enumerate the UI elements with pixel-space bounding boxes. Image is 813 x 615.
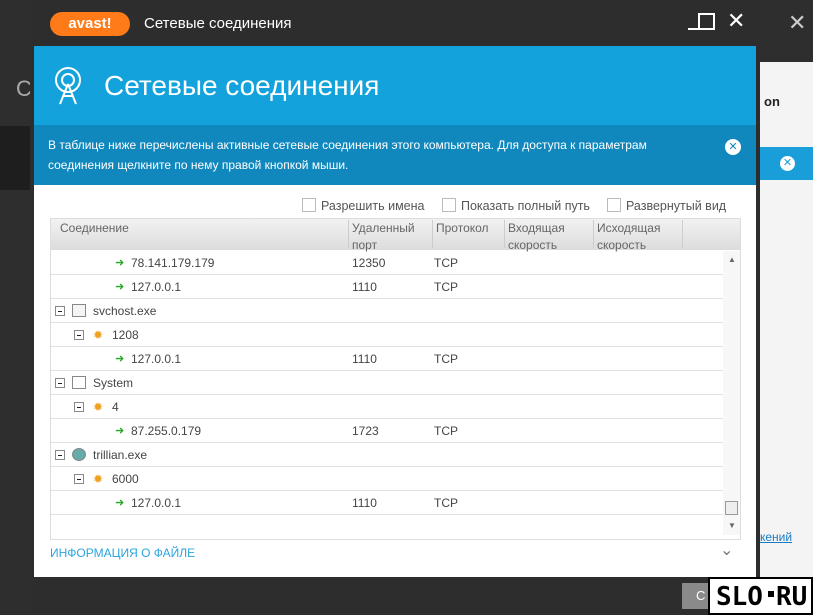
file-info[interactable]: ИНФОРМАЦИЯ О ФАЙЛЕ (50, 546, 196, 560)
info-bar: В таблице ниже перечислены активные сете… (34, 125, 756, 185)
cell: 4 (112, 400, 119, 414)
table-row[interactable]: ✹ 6000 (51, 467, 723, 491)
cell: 1110 (352, 280, 377, 294)
bg-tab: on (764, 94, 780, 109)
cell: trillian.exe (93, 448, 148, 462)
bg-selected (0, 126, 30, 190)
pid-icon: ✹ (93, 400, 104, 414)
cell: TCP (434, 496, 458, 510)
cell: TCP (434, 352, 458, 366)
cell: 1110 (352, 352, 377, 366)
column-separator (348, 220, 349, 248)
table-row[interactable]: ✹ 4 (51, 395, 723, 419)
bg-link[interactable]: кений (760, 530, 793, 544)
column-header: Соединение (60, 221, 129, 235)
arrow-icon: ➜ (115, 353, 125, 365)
expander[interactable] (74, 474, 84, 484)
expander[interactable] (55, 378, 65, 388)
cell: 6000 (112, 472, 139, 486)
cell: 78.141.179.179 (131, 256, 215, 270)
table-row[interactable]: svchost.exe (51, 299, 723, 323)
expander[interactable] (55, 306, 65, 316)
cell: TCP (434, 424, 458, 438)
arrow-icon: ➜ (115, 257, 125, 269)
expander[interactable] (55, 450, 65, 460)
table-row[interactable]: ✹ 1208 (51, 323, 723, 347)
cell: TCP (434, 256, 458, 270)
cell: 127.0.0.1 (131, 352, 182, 366)
table (50, 218, 741, 540)
scrollbar[interactable]: ▲ ▼ (723, 251, 740, 535)
expander[interactable] (74, 402, 84, 412)
close[interactable]: ✕ (727, 8, 746, 33)
bg-letter: С (16, 76, 32, 101)
table-row[interactable]: trillian.exe (51, 443, 723, 467)
watermark: SLO RU (708, 577, 813, 615)
bg-app: ✕ on ✕ кений (760, 0, 813, 615)
column-separator (504, 220, 505, 248)
table-row[interactable]: System (51, 371, 723, 395)
process-icon (72, 448, 86, 461)
cell: 12350 (352, 256, 386, 270)
checkbox[interactable] (442, 198, 456, 212)
cell: 1208 (112, 328, 139, 342)
cell: 127.0.0.1 (131, 280, 182, 294)
arrow-icon: ➜ (115, 281, 125, 293)
logo: avast! (50, 12, 130, 36)
bg-sidebar: С (0, 0, 32, 615)
table-row[interactable]: ➜ 127.0.0.1 1110 TCP (51, 347, 723, 371)
header: Сетевые соединения (34, 46, 756, 125)
table-header (51, 219, 740, 250)
cell: 87.255.0.179 (131, 424, 202, 438)
header-title: Сетевые соединения (104, 70, 380, 101)
expander[interactable] (74, 330, 84, 340)
option-label: Показать полный путь (461, 199, 590, 213)
watermark-text: RU (776, 582, 808, 612)
column-separator (593, 220, 594, 248)
checkbox[interactable] (607, 198, 621, 212)
table-row[interactable]: ➜ 127.0.0.1 1110 TCP (51, 491, 723, 515)
cell: 1723 (352, 424, 379, 438)
info-close[interactable]: ✕ (725, 139, 741, 155)
option-label: Развернутый вид (626, 199, 727, 213)
column-separator (432, 220, 433, 248)
column-header: Исходящая скорость (597, 221, 661, 252)
watermark-text: SLO (716, 582, 763, 612)
cell: System (93, 376, 134, 390)
column-header: Входящая скорость (508, 221, 565, 252)
cell: 127.0.0.1 (131, 496, 182, 510)
process-icon (72, 304, 86, 317)
pid-icon: ✹ (93, 472, 104, 486)
process-icon (72, 376, 86, 389)
info-text: В таблице ниже перечислены активные сете… (48, 138, 647, 172)
pid-icon: ✹ (93, 328, 104, 342)
maximize[interactable] (698, 13, 715, 30)
cell: TCP (434, 280, 458, 294)
arrow-icon: ➜ (115, 497, 125, 509)
table-row[interactable]: ➜ 127.0.0.1 1110 TCP (51, 275, 723, 299)
column-header: Удаленный порт (352, 221, 415, 252)
arrow-icon: ➜ (115, 425, 125, 437)
window-title: Сетевые соединения (144, 15, 292, 32)
cell: 1110 (352, 496, 377, 510)
column-separator (682, 220, 683, 248)
option-label: Разрешить имена (321, 199, 425, 213)
table-row[interactable]: ➜ 78.141.179.179 12350 TCP (51, 251, 723, 275)
checkbox[interactable] (302, 198, 316, 212)
cell: svchost.exe (93, 304, 157, 318)
table-row[interactable]: ➜ 87.255.0.179 1723 TCP (51, 419, 723, 443)
column-header: Протокол (436, 221, 489, 235)
